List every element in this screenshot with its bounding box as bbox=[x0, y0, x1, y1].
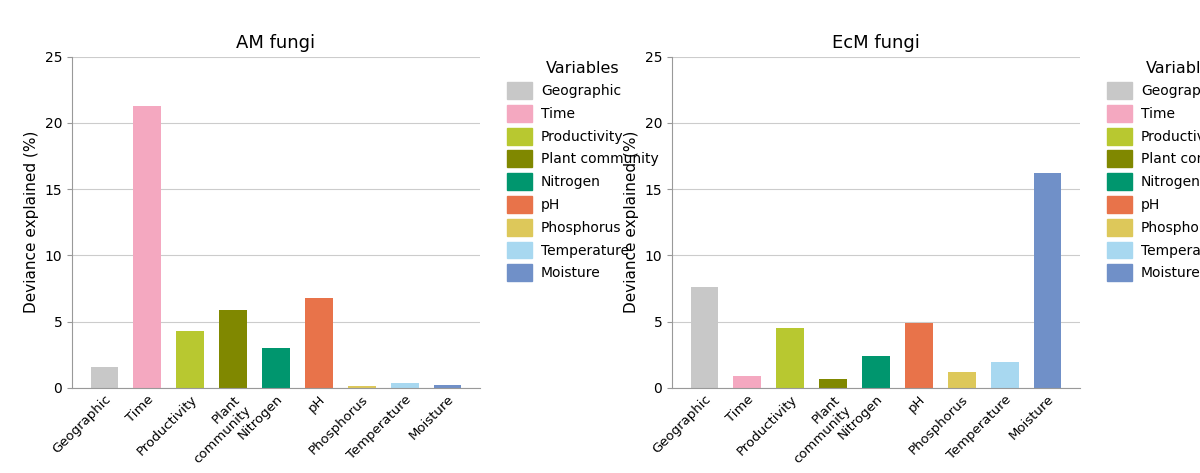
Bar bbox=[820, 379, 847, 388]
Bar bbox=[433, 385, 462, 388]
Bar bbox=[262, 348, 290, 388]
Bar bbox=[733, 376, 761, 388]
Legend: Geographic, Time, Productivity, Plant community, Nitrogen, pH, Phosphorus, Tempe: Geographic, Time, Productivity, Plant co… bbox=[503, 57, 662, 285]
Bar bbox=[133, 106, 161, 388]
Y-axis label: Deviance explained (%): Deviance explained (%) bbox=[624, 131, 640, 314]
Bar bbox=[176, 331, 204, 388]
Y-axis label: Deviance explained (%): Deviance explained (%) bbox=[24, 131, 40, 314]
Title: AM fungi: AM fungi bbox=[236, 35, 316, 53]
Bar bbox=[305, 298, 332, 388]
Title: EcM fungi: EcM fungi bbox=[832, 35, 920, 53]
Legend: Geographic, Time, Productivity, Plant community, Nitrogen, pH, Phosphorus, Tempe: Geographic, Time, Productivity, Plant co… bbox=[1103, 57, 1200, 285]
Bar bbox=[690, 287, 719, 388]
Bar bbox=[90, 367, 119, 388]
Bar bbox=[1033, 173, 1062, 388]
Bar bbox=[991, 362, 1019, 388]
Bar bbox=[948, 372, 976, 388]
Bar bbox=[905, 323, 932, 388]
Bar bbox=[862, 356, 890, 388]
Bar bbox=[348, 386, 376, 388]
Bar bbox=[776, 328, 804, 388]
Bar bbox=[220, 310, 247, 388]
Bar bbox=[391, 383, 419, 388]
